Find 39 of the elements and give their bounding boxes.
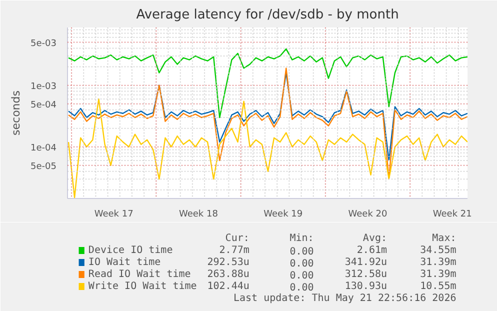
text: 0.00 xyxy=(290,270,314,282)
y-tick-label: 1e-03 xyxy=(30,82,57,92)
text: Min: xyxy=(290,233,314,244)
y-tick-label: 1e-04 xyxy=(30,143,57,154)
text: 341.92u xyxy=(344,257,388,268)
text: 0.00 xyxy=(290,246,314,258)
line-series xyxy=(68,72,468,162)
text: 31.39m xyxy=(420,269,456,280)
text: Max: xyxy=(432,233,456,244)
text: 130.93u xyxy=(344,281,388,292)
legend-label: Device IO time xyxy=(88,245,173,256)
legend-label: Write IO Wait time xyxy=(88,281,197,292)
y-tick-label: 5e-03 xyxy=(30,38,57,49)
text: 102.44u xyxy=(207,281,250,292)
text: 31.39m xyxy=(420,257,456,268)
legend-label: Read IO Wait time xyxy=(88,269,191,280)
text: 0.00 xyxy=(290,282,314,294)
text: 34.55m xyxy=(420,245,456,256)
text: Last update: Thu May 21 22:56:16 2026 xyxy=(233,293,456,304)
text: Cur: xyxy=(225,233,250,244)
line-series xyxy=(68,48,468,118)
x-tick-label: Week 18 xyxy=(178,210,218,220)
text: Avg: xyxy=(362,233,388,244)
text: 263.88u xyxy=(207,269,250,280)
x-tick-label: Week 20 xyxy=(348,210,388,220)
text: 2.61m xyxy=(356,245,388,256)
text: 10.55m xyxy=(420,281,456,292)
legend-label: IO Wait time xyxy=(88,257,161,268)
text: 2.77m xyxy=(219,245,250,256)
text: 0.00 xyxy=(290,258,314,270)
y-axis-title: seconds xyxy=(10,90,23,136)
text: 312.58u xyxy=(344,269,388,280)
chart-title: Average latency for /dev/sdb - by month xyxy=(136,8,399,22)
text: 292.53u xyxy=(207,257,250,268)
x-tick-label: Week 21 xyxy=(432,210,472,220)
x-tick-label: Week 17 xyxy=(94,210,134,220)
x-tick-label: Week 19 xyxy=(264,210,303,220)
y-tick-label: 5e-04 xyxy=(30,100,57,110)
y-tick-label: 5e-05 xyxy=(30,162,57,172)
